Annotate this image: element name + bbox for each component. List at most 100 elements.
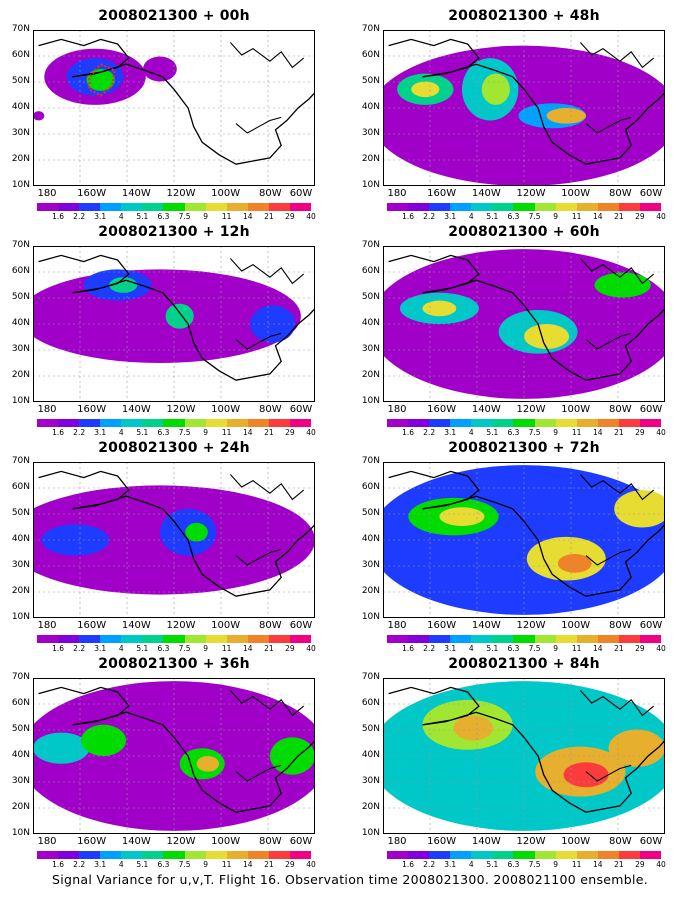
variance-map-panel [33, 462, 315, 618]
colorbar-tick-label: 5.1 [486, 212, 499, 221]
colorbar-tick-label: 4 [118, 428, 124, 437]
colorbar-swatch [100, 635, 122, 643]
longitude-tick-label: 140W [121, 836, 151, 847]
longitude-tick-label: 80W [259, 188, 282, 199]
colorbar-swatch [429, 635, 451, 643]
colorbar-swatch [597, 635, 619, 643]
variance-blob [453, 715, 493, 741]
colorbar-swatch [513, 419, 535, 427]
colorbar-swatch [142, 203, 164, 211]
colorbar-tick-label: 14 [242, 644, 253, 653]
colorbar-swatch [268, 203, 290, 211]
colorbar-tick-label: 40 [306, 212, 316, 221]
colorbar-swatch [450, 851, 472, 859]
colorbar-tick-label: 14 [592, 860, 603, 869]
colorbar-swatch [429, 851, 451, 859]
colorbar-tick-label: 7.5 [528, 860, 541, 869]
colorbar-tick-label: 5.1 [136, 860, 149, 869]
variance-blob [524, 324, 570, 349]
colorbar-tick-label: 5.1 [486, 860, 499, 869]
longitude-tick-label: 120W [516, 188, 546, 199]
variance-blob [41, 524, 110, 556]
colorbar-tick-label: 2.2 [73, 428, 86, 437]
latitude-tick-label: 20N [361, 154, 380, 164]
latitude-tick-label: 70N [11, 456, 30, 466]
map-frame [33, 30, 315, 186]
colorbar-tick-label: 2.2 [73, 644, 86, 653]
longitude-tick-label: 120W [516, 836, 546, 847]
longitude-tick-label: 140W [121, 620, 151, 631]
colorbar-swatch [163, 419, 185, 427]
latitude-tick-label: 60N [11, 266, 30, 276]
colorbar-tick-label: 1.6 [52, 644, 65, 653]
longitude-tick-label: 160W [77, 404, 107, 415]
coastline-hudson [579, 690, 655, 717]
colorbar-tick-label: 21 [264, 860, 274, 869]
latitude-tick-label: 30N [361, 128, 380, 138]
colorbar-swatch [576, 203, 598, 211]
colorbar [387, 203, 662, 211]
colorbar-swatch [37, 203, 59, 211]
colorbar-swatch [513, 635, 535, 643]
colorbar-tick-label: 2.2 [423, 860, 436, 869]
coastline-hudson [229, 42, 305, 69]
latitude-tick-label: 70N [11, 24, 30, 34]
longitude-tick-label: 120W [516, 620, 546, 631]
longitude-tick-label: 140W [471, 836, 501, 847]
latitude-tick-label: 50N [11, 292, 30, 302]
colorbar-tick-label: 14 [242, 428, 253, 437]
colorbar-swatch [534, 203, 556, 211]
colorbar-swatch [79, 419, 101, 427]
colorbar-swatch [37, 635, 59, 643]
colorbar-swatch [492, 203, 514, 211]
colorbar-tick-label: 6.3 [507, 212, 520, 221]
latitude-tick-label: 10N [11, 180, 30, 190]
colorbar-swatch [226, 851, 248, 859]
colorbar-swatch [513, 851, 535, 859]
colorbar-swatch [184, 419, 206, 427]
colorbar-swatch [226, 203, 248, 211]
colorbar-swatch [247, 635, 269, 643]
colorbar-swatch [142, 851, 164, 859]
colorbar-tick-label: 14 [592, 428, 603, 437]
colorbar-tick-label: 1.6 [402, 860, 415, 869]
coastline [38, 686, 315, 813]
colorbar-tick-label: 1.6 [52, 212, 65, 221]
colorbar-tick-label: 21 [264, 212, 274, 221]
latitude-tick-label: 10N [361, 828, 380, 838]
colorbar-swatch [226, 635, 248, 643]
latitude-tick-label: 20N [11, 370, 30, 380]
longitude-tick-label: 60W [639, 404, 663, 415]
coastline-hudson [579, 258, 655, 285]
latitude-tick-label: 60N [11, 50, 30, 60]
panel-title: 2008021300 + 60h [448, 224, 600, 240]
longitude-tick-label: 80W [259, 404, 282, 415]
longitude-tick-label: 60W [639, 836, 663, 847]
colorbar-tick-label: 6.3 [157, 644, 170, 653]
colorbar-tick-label: 2.2 [73, 212, 86, 221]
colorbar-tick-label: 7.5 [528, 212, 541, 221]
colorbar-tick-label: 11 [571, 212, 582, 221]
longitude-tick-label: 180 [387, 836, 407, 847]
latitude-tick-label: 30N [361, 776, 380, 786]
coastline-hudson [229, 690, 305, 717]
colorbar-tick-label: 7.5 [178, 644, 191, 653]
colorbar-tick-label: 1.6 [402, 644, 415, 653]
longitude-tick-label: 60W [289, 188, 313, 199]
colorbar-swatch [471, 851, 493, 859]
panel-title: 2008021300 + 24h [98, 440, 250, 456]
latitude-tick-label: 60N [11, 482, 30, 492]
colorbar-tick-label: 11 [571, 428, 582, 437]
colorbar-swatch [576, 419, 598, 427]
colorbar-swatch [408, 419, 430, 427]
variance-blob [546, 108, 587, 124]
longitude-tick-label: 60W [289, 404, 313, 415]
variance-blob [557, 554, 592, 573]
latitude-tick-label: 40N [11, 318, 30, 328]
colorbar-tick-label: 9 [553, 860, 558, 869]
colorbar-tick-label: 9 [553, 212, 558, 221]
colorbar-tick-label: 4 [468, 644, 474, 653]
colorbar-swatch [268, 851, 290, 859]
variance-map-panel [383, 30, 665, 186]
latitude-tick-label: 10N [11, 612, 30, 622]
